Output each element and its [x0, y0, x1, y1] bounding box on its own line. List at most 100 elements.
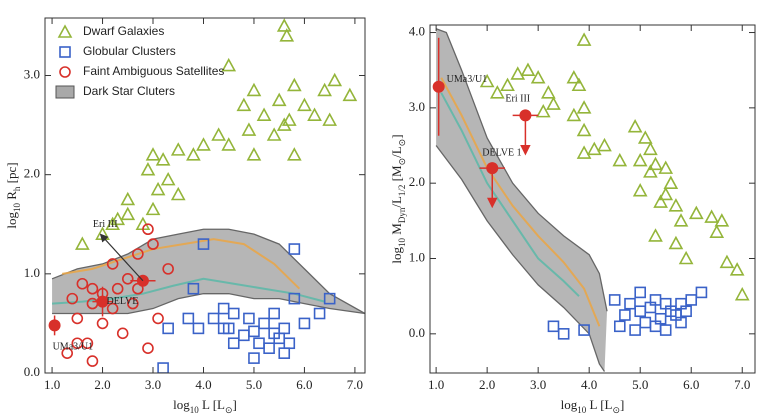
triangle-marker	[211, 127, 226, 141]
square-marker	[162, 322, 174, 335]
triangle-marker	[566, 70, 582, 84]
y-tick-label: 0.0	[24, 364, 40, 379]
triangle-marker	[170, 142, 186, 156]
triangle-marker	[576, 32, 592, 46]
triangle-marker	[704, 209, 719, 223]
triangle-marker	[317, 82, 332, 97]
triangle-marker	[678, 250, 694, 265]
triangle-marker	[297, 97, 312, 112]
triangle-marker	[663, 175, 679, 189]
triangle-marker	[541, 85, 556, 99]
triangle-marker	[643, 164, 658, 178]
triangle-marker	[479, 73, 495, 88]
axis-label-part: ]	[620, 397, 624, 412]
triangle-marker	[530, 70, 546, 84]
square-marker	[685, 294, 698, 306]
pointer-arrow	[99, 233, 144, 282]
square-marker	[157, 362, 169, 373]
track	[440, 77, 601, 327]
axis-label-part: /L	[389, 196, 404, 208]
triangle-marker	[566, 107, 582, 122]
axis-label-part: 10	[577, 405, 587, 415]
triangle-marker	[658, 160, 674, 174]
x-tick-label: 3.0	[530, 377, 546, 392]
triangle-marker	[241, 122, 257, 136]
square-marker	[634, 286, 647, 299]
triangle-marker	[327, 72, 343, 87]
x-tick-label: 4.0	[581, 377, 597, 392]
triangle-marker	[688, 205, 704, 220]
triangle-marker	[57, 24, 73, 38]
square-marker	[613, 320, 626, 333]
triangle-marker	[673, 213, 689, 227]
axis-label: log10 L [L⊙]	[561, 397, 625, 415]
triangle-marker	[150, 181, 166, 196]
axis-label-part: ⊙	[397, 139, 407, 147]
triangle-marker	[75, 236, 90, 250]
point-label: Eri III	[93, 219, 118, 230]
triangle-marker	[709, 224, 725, 238]
triangle-marker	[276, 18, 292, 32]
point-label: UMa3/U1	[447, 74, 488, 85]
square-marker	[278, 347, 291, 359]
circle-marker	[147, 238, 159, 250]
axis-label-part: log	[561, 397, 578, 412]
highlight-point	[519, 109, 532, 122]
square-marker	[323, 292, 336, 305]
square-marker	[227, 307, 240, 320]
square-marker	[557, 328, 570, 340]
square-marker	[217, 302, 230, 315]
triangle-marker	[510, 66, 526, 80]
x-tick-label: 2.0	[94, 377, 110, 392]
axis-label-part: ]	[233, 397, 237, 412]
square-marker	[288, 292, 301, 305]
triangle-marker	[500, 77, 515, 92]
triangle-marker	[535, 103, 551, 118]
x-tick-label: 1.0	[44, 377, 60, 392]
highlight-point	[432, 80, 445, 93]
y-tick-label: 4.0	[409, 24, 425, 39]
square-marker	[578, 324, 590, 336]
triangle-marker	[576, 145, 592, 159]
triangle-marker	[546, 96, 561, 110]
square-marker	[187, 282, 200, 295]
legend-label: Dark Star Cluters	[83, 84, 175, 98]
triangle-marker	[246, 147, 262, 161]
triangle-marker	[576, 100, 592, 114]
square-marker	[268, 307, 280, 320]
square-marker	[227, 337, 240, 350]
circle-marker	[61, 347, 74, 359]
axis-label-part: 10	[397, 237, 407, 247]
y-tick-label: 3.0	[409, 99, 425, 114]
triangle-marker	[648, 228, 663, 242]
triangle-marker	[105, 216, 120, 231]
axis-label-part: h	[12, 186, 22, 191]
circle-marker	[162, 263, 174, 275]
legend-swatch	[55, 85, 75, 99]
triangle-marker	[729, 262, 745, 276]
axis-label-part: [pc]	[4, 162, 19, 186]
circle-marker	[111, 282, 124, 295]
highlight-point	[486, 162, 499, 175]
square-marker	[680, 305, 692, 318]
axis-label-part: [M	[389, 165, 404, 185]
y-tick-label: 1.0	[24, 265, 40, 280]
plot-frame	[44, 17, 366, 374]
square-marker	[263, 342, 275, 355]
axis-label-part: log	[4, 212, 19, 229]
y-tick-label: 3.0	[24, 66, 40, 81]
axis-label-part: L [L	[199, 397, 225, 412]
circle-marker	[71, 337, 84, 350]
axis-label-part: /L	[389, 146, 404, 158]
band-edge	[435, 145, 606, 372]
axis-label-part: 10	[190, 405, 200, 415]
square-marker	[217, 322, 230, 335]
triangle-marker	[145, 147, 161, 161]
triangle-marker	[571, 77, 587, 92]
circle-marker	[142, 342, 154, 355]
triangle-marker	[286, 77, 302, 92]
circle-marker	[59, 66, 71, 78]
axis-label-part: ⊙	[397, 158, 407, 166]
square-marker	[59, 46, 71, 58]
legend: Dwarf Galaxies Globular Clusters Faint Amb…	[55, 24, 224, 99]
